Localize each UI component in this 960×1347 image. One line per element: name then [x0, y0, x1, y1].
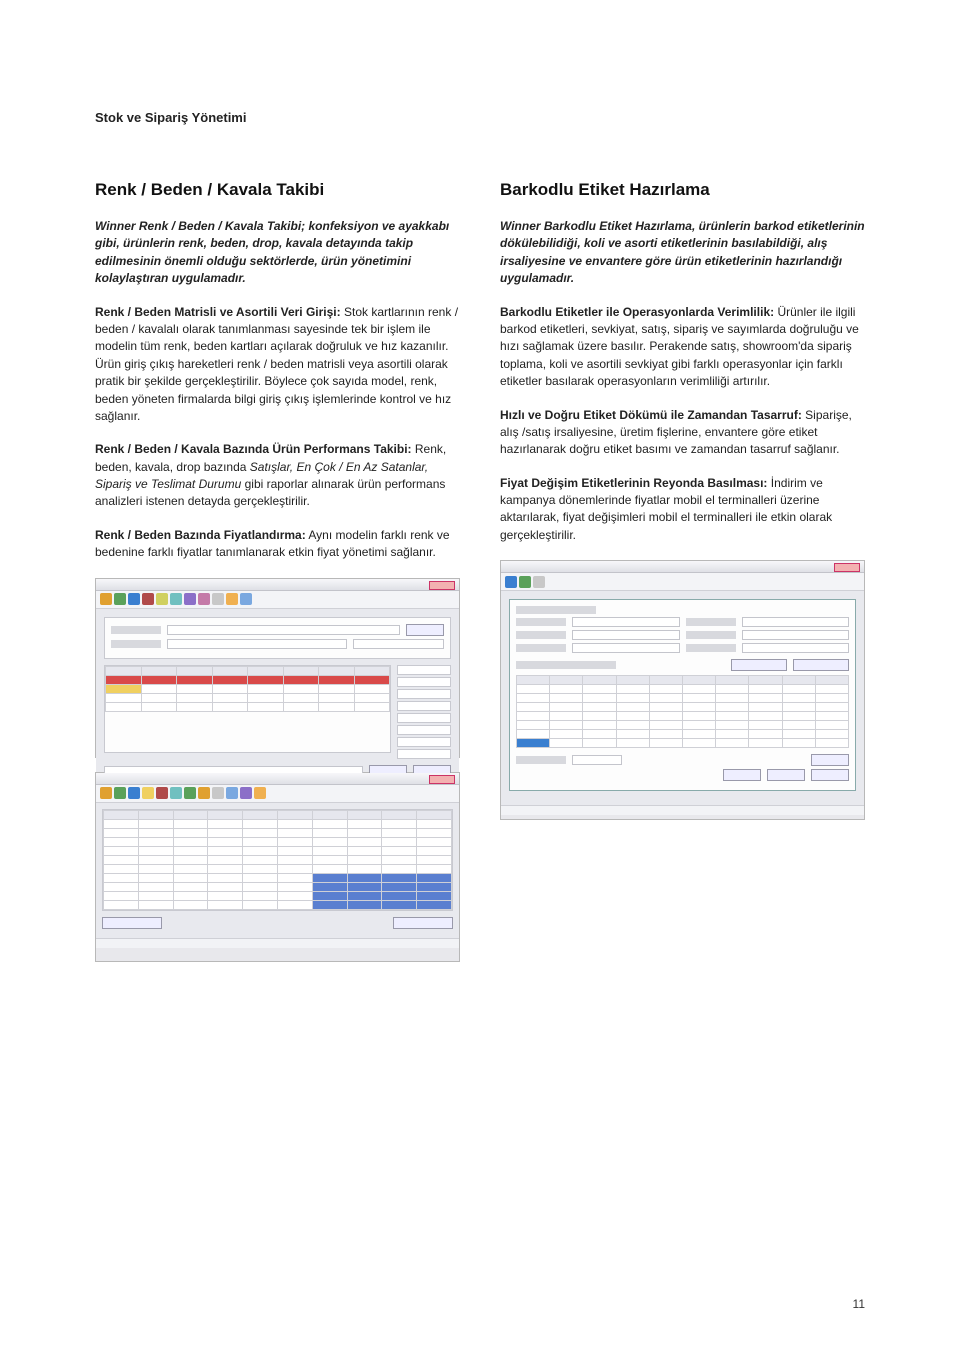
screenshot-matrix-entry	[95, 578, 460, 758]
toolbar-icon	[128, 593, 140, 605]
toolbar-icon	[156, 787, 168, 799]
toolbar-icon	[170, 787, 182, 799]
screenshot-report-grid	[95, 772, 460, 962]
window-body	[96, 609, 459, 788]
toolbar-icon	[184, 593, 196, 605]
left-p2-lead: Renk / Beden / Kavala Bazında Ürün Perfo…	[95, 442, 412, 456]
right-para-1: Barkodlu Etiketler ile Operasyonlarda Ve…	[500, 304, 865, 391]
toolbar-icon	[100, 593, 112, 605]
report-table	[103, 810, 452, 910]
window-toolbar	[96, 785, 459, 803]
toolbar-icon	[114, 787, 126, 799]
left-p1-body: Stok kartlarının renk / beden / kavalalı…	[95, 305, 458, 423]
toolbar-icon	[212, 787, 224, 799]
toolbar-icon	[254, 787, 266, 799]
left-p3-lead: Renk / Beden Bazında Fiyatlandırma:	[95, 528, 306, 542]
right-column: Barkodlu Etiket Hazırlama Winner Barkodl…	[500, 180, 865, 976]
right-p2-lead: Hızlı ve Doğru Etiket Dökümü ile Zamanda…	[500, 408, 802, 422]
toolbar-icon	[142, 787, 154, 799]
screenshot-label-prep	[500, 560, 865, 820]
toolbar-icon	[226, 787, 238, 799]
left-p1-lead: Renk / Beden Matrisli ve Asortili Veri G…	[95, 305, 341, 319]
left-para-3: Renk / Beden Bazında Fiyatlandırma: Aynı…	[95, 527, 460, 562]
toolbar-icon	[142, 593, 154, 605]
toolbar-icon	[226, 593, 238, 605]
window-titlebar	[96, 773, 459, 785]
left-para-2: Renk / Beden / Kavala Bazında Ürün Perfo…	[95, 441, 460, 511]
toolbar-icon	[198, 787, 210, 799]
toolbar-icon	[240, 593, 252, 605]
right-p1-lead: Barkodlu Etiketler ile Operasyonlarda Ve…	[500, 305, 774, 319]
size-color-matrix	[105, 666, 390, 712]
window-titlebar	[96, 579, 459, 591]
toolbar-icon	[533, 576, 545, 588]
side-button-list	[397, 665, 451, 759]
content-columns: Renk / Beden / Kavala Takibi Winner Renk…	[95, 180, 865, 976]
page-header: Stok ve Sipariş Yönetimi	[95, 110, 865, 125]
right-title: Barkodlu Etiket Hazırlama	[500, 180, 865, 200]
window-titlebar	[501, 561, 864, 573]
window-body	[96, 803, 459, 938]
window-toolbar	[96, 591, 459, 609]
toolbar-icon	[184, 787, 196, 799]
toolbar-icon	[240, 787, 252, 799]
label-table	[516, 675, 849, 748]
left-title: Renk / Beden / Kavala Takibi	[95, 180, 460, 200]
toolbar-icon	[519, 576, 531, 588]
right-intro: Winner Barkodlu Etiket Hazırlama, ürünle…	[500, 218, 865, 288]
window-toolbar	[501, 573, 864, 591]
toolbar-icon	[212, 593, 224, 605]
left-column: Renk / Beden / Kavala Takibi Winner Renk…	[95, 180, 460, 976]
left-para-1: Renk / Beden Matrisli ve Asortili Veri G…	[95, 304, 460, 426]
toolbar-icon	[198, 593, 210, 605]
toolbar-icon	[114, 593, 126, 605]
right-para-2: Hızlı ve Doğru Etiket Dökümü ile Zamanda…	[500, 407, 865, 459]
toolbar-icon	[100, 787, 112, 799]
toolbar-icon	[128, 787, 140, 799]
toolbar-icon	[505, 576, 517, 588]
page-number: 11	[853, 1297, 865, 1311]
toolbar-icon	[170, 593, 182, 605]
window-body	[501, 591, 864, 805]
toolbar-icon	[156, 593, 168, 605]
right-para-3: Fiyat Değişim Etiketlerinin Reyonda Bası…	[500, 475, 865, 545]
right-p3-lead: Fiyat Değişim Etiketlerinin Reyonda Bası…	[500, 476, 767, 490]
left-intro: Winner Renk / Beden / Kavala Takibi; kon…	[95, 218, 460, 288]
